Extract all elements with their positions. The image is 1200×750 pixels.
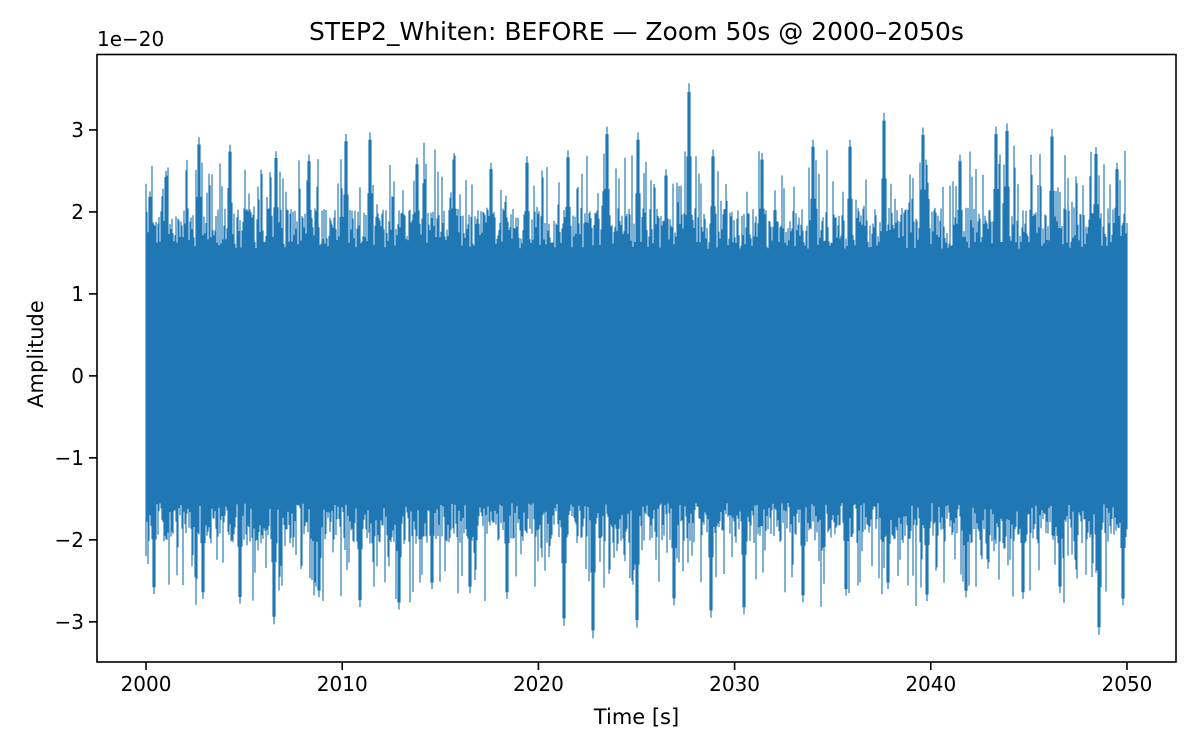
x-tick-label: 2040 (905, 672, 957, 696)
axes-spines (96, 53, 1177, 663)
x-tick-label: 2000 (120, 672, 172, 696)
x-tick-label: 2020 (512, 672, 564, 696)
y-tick-label: 1 (71, 281, 84, 306)
x-tick-label: 2050 (1101, 672, 1153, 696)
chart-title: STEP2_Whiten: BEFORE — Zoom 50s @ 2000–2… (309, 17, 964, 46)
y-tick-label: −3 (54, 609, 84, 634)
y-tick-label: 3 (71, 117, 84, 142)
x-tick-label: 2010 (316, 672, 368, 696)
y-axis-offset-label: 1e−20 (97, 27, 165, 51)
y-tick-label: 2 (71, 199, 84, 224)
y-tick-label: 0 (71, 363, 84, 388)
y-tick-label: −1 (54, 445, 84, 470)
noise-trace (145, 83, 1128, 639)
y-tick-label: −2 (54, 527, 84, 552)
x-axis-label: Time [s] (593, 705, 680, 729)
x-tick-label: 2030 (709, 672, 761, 696)
